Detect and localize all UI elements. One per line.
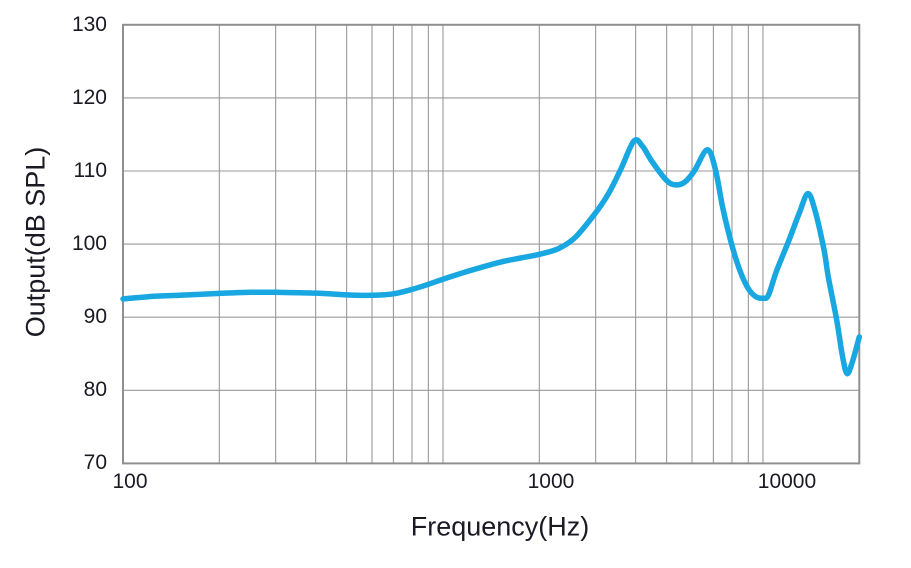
y-tick-label: 70	[83, 451, 107, 475]
y-tick-label: 120	[71, 85, 107, 109]
y-tick-label: 100	[71, 232, 107, 256]
x-tick-label: 1000	[527, 470, 575, 493]
x-axis-title: Frequency(Hz)	[410, 511, 590, 542]
x-tick-label: 10000	[757, 470, 817, 493]
y-tick-label: 80	[83, 378, 107, 402]
y-tick-label: 90	[83, 305, 107, 329]
x-tick-label: 100	[112, 470, 148, 493]
y-tick-label: 130	[71, 12, 107, 36]
y-axis-title: Output(dB SPL)	[20, 146, 51, 338]
y-tick-label: 110	[73, 159, 107, 182]
response-curve	[120, 137, 863, 377]
plot-border	[122, 23, 861, 465]
